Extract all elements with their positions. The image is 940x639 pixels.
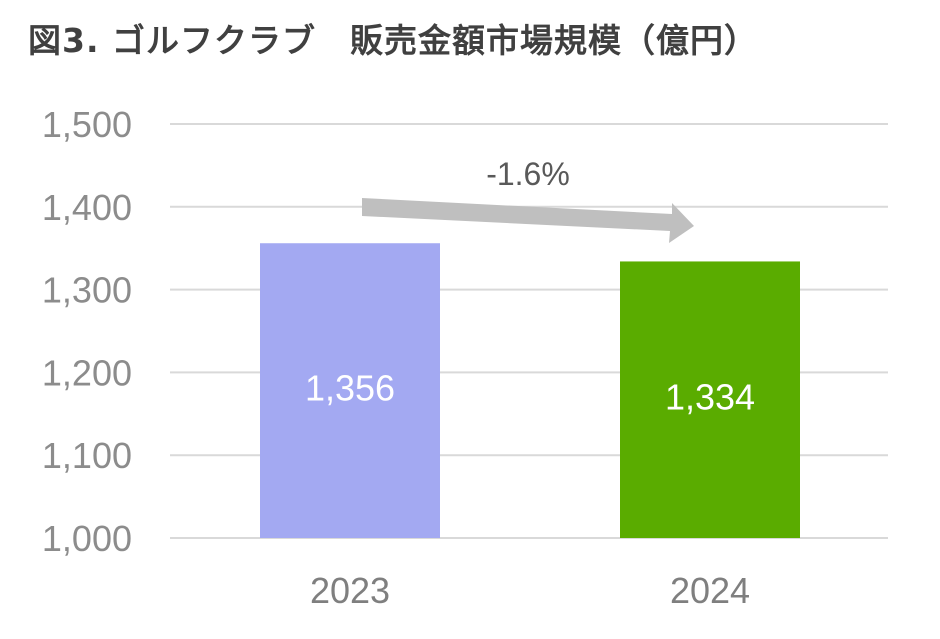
x-category-label: 2024 [670,570,750,611]
data-label: 1,334 [665,377,755,418]
y-tick-label: 1,500 [42,104,132,145]
x-axis-category-labels: 2023 2024 [310,570,750,611]
change-annotation: -1.6% [362,156,694,243]
chart-title: 図3. ゴルフクラブ 販売金額市場規模（億円） [28,21,758,60]
y-tick-label: 1,200 [42,352,132,393]
y-tick-label: 1,000 [42,518,132,559]
y-tick-label: 1,100 [42,435,132,476]
y-axis-tick-labels: 1,000 1,100 1,200 1,300 1,400 1,500 [42,104,132,559]
x-category-label: 2023 [310,570,390,611]
y-tick-label: 1,300 [42,270,132,311]
data-label: 1,356 [305,368,395,409]
bars [260,243,800,538]
y-tick-label: 1,400 [42,187,132,228]
change-percent-label: -1.6% [486,156,570,192]
bar-2023 [260,243,440,538]
change-arrow-icon [362,198,694,243]
data-labels: 1,356 1,334 [305,368,755,418]
bar-2024 [620,261,800,538]
